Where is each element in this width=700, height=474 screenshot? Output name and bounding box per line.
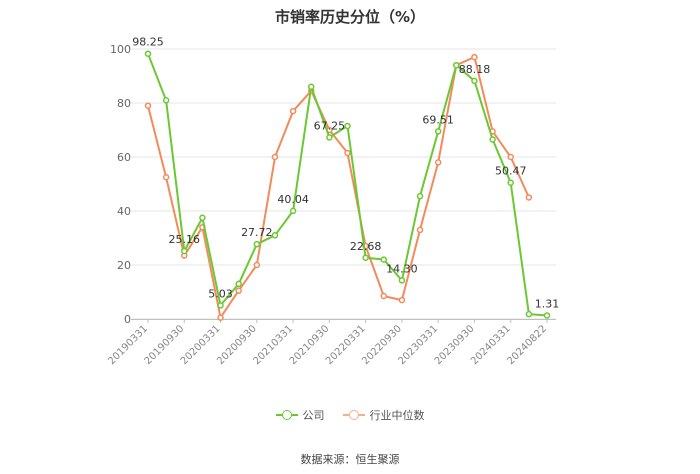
y-tick-label: 40: [117, 205, 131, 218]
data-point-company: [453, 61, 460, 69]
data-point-company: [217, 302, 224, 309]
data-point-industry: [235, 287, 242, 294]
data-point-company: [525, 310, 533, 318]
data-point-industry: [253, 261, 261, 269]
data-label: 1.31: [535, 297, 560, 310]
data-point-company: [471, 77, 478, 85]
data-point-industry: [525, 194, 533, 201]
data-label: 50.47: [495, 165, 527, 178]
data-point-company: [162, 97, 170, 104]
y-tick-label: 100: [110, 43, 131, 56]
data-point-company: [344, 122, 351, 130]
data-point-industry: [507, 153, 514, 161]
data-label: 98.25: [132, 36, 164, 49]
y-tick-label: 60: [117, 151, 131, 164]
legend-label-company: 公司: [302, 409, 325, 422]
legend-label-industry: 行业中位数: [369, 409, 425, 422]
data-point-industry: [344, 149, 351, 157]
data-label: 88.18: [459, 63, 491, 76]
data-label: 14.30: [386, 262, 418, 275]
data-point-company: [307, 83, 315, 91]
data-label: 27.72: [241, 226, 273, 239]
data-point-company: [398, 277, 406, 284]
x-tick-label: 20240822: [505, 323, 549, 367]
legend-marker-industry: [342, 410, 365, 420]
legend-item-company[interactable]: 公司: [275, 407, 325, 423]
data-label: 25.16: [169, 233, 201, 246]
data-label: 40.04: [277, 193, 309, 206]
data-point-company: [253, 240, 261, 248]
data-point-industry: [380, 292, 388, 300]
data-point-company: [489, 136, 496, 143]
legend: 公司 行业中位数: [0, 407, 700, 423]
data-point-company: [271, 232, 279, 239]
data-point-company: [434, 128, 442, 135]
data-point-industry: [398, 296, 406, 304]
data-point-company: [543, 312, 551, 319]
data-point-industry: [434, 159, 442, 166]
data-source: 数据来源：恒生聚源: [300, 453, 400, 466]
data-point-industry: [217, 314, 224, 321]
data-point-industry: [416, 226, 424, 234]
legend-marker-company: [275, 410, 298, 420]
data-point-industry: [162, 174, 170, 181]
data-label: 5.03: [208, 287, 233, 300]
data-point-industry: [271, 153, 279, 161]
chart-title: 市销率历史分位（%）: [274, 8, 426, 26]
data-point-company: [380, 256, 388, 263]
series-line-company: [147, 53, 548, 317]
data-point-company: [144, 50, 152, 57]
y-tick-label: 0: [124, 313, 131, 326]
data-point-industry: [471, 53, 478, 61]
legend-item-industry[interactable]: 行业中位数: [342, 407, 425, 423]
data-label: 67.25: [314, 119, 346, 132]
series-line-industry: [147, 56, 530, 319]
data-point-company: [289, 207, 297, 215]
data-label: 22.68: [350, 240, 382, 253]
y-tick-label: 20: [117, 259, 131, 272]
data-point-company: [199, 214, 206, 221]
data-point-company: [235, 280, 242, 288]
data-point-industry: [144, 102, 152, 109]
data-point-industry: [289, 107, 297, 115]
data-label: 69.51: [422, 113, 454, 126]
y-tick-label: 80: [117, 97, 131, 110]
data-point-company: [362, 254, 369, 262]
data-point-company: [507, 179, 514, 186]
data-point-company: [326, 134, 333, 141]
data-point-company: [416, 192, 424, 200]
data-point-company: [181, 247, 188, 255]
